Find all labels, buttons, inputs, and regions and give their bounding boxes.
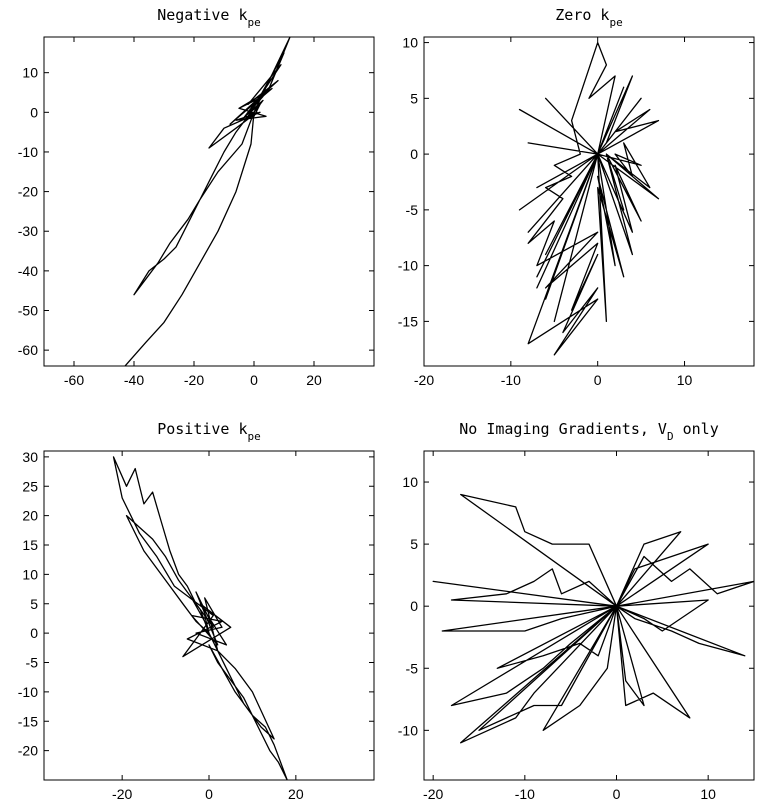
y-tick-label: -5	[406, 202, 419, 218]
trajectory-line	[112, 456, 288, 780]
y-tick-label: -20	[18, 743, 38, 759]
axes-frame	[423, 450, 755, 781]
y-tick-label: -60	[18, 342, 38, 358]
x-tick-label: 0	[613, 786, 621, 802]
x-tick-label: -20	[414, 372, 434, 388]
y-tick-label: -20	[18, 184, 38, 200]
x-tick-label: -20	[184, 372, 204, 388]
chart-title-subscript: pe	[248, 16, 261, 29]
axes-frame	[423, 36, 755, 367]
trajectory-line	[518, 41, 660, 356]
y-tick-label: -15	[18, 713, 38, 729]
x-tick-label: -20	[112, 786, 132, 802]
x-tick-label: -20	[423, 786, 443, 802]
y-tick-label: 10	[22, 566, 38, 582]
x-tick-label: 20	[288, 786, 304, 802]
x-tick-label: 0	[594, 372, 602, 388]
chart-title-main: Positive k	[157, 420, 247, 438]
y-tick-label: -5	[406, 660, 419, 676]
y-tick-label: 0	[410, 146, 418, 162]
chart-title: No Imaging Gradients, VD only	[459, 420, 719, 443]
x-tick-label: 0	[250, 372, 258, 388]
y-tick-label: -10	[18, 144, 38, 160]
x-tick-label: 0	[205, 786, 213, 802]
chart-panel-4: No Imaging Gradients, VD only -20 -10 0 10 10…	[398, 420, 755, 802]
y-tick-label: 25	[22, 478, 38, 494]
y-tick-label: 10	[402, 35, 418, 51]
chart-title-main: Negative k	[157, 6, 247, 24]
chart-panel-2: Zero kpe -20 -10 0 10 10 5 0 -5 -10 -15	[398, 6, 755, 388]
chart-title-subscript: D	[667, 430, 674, 443]
x-tick-label: -60	[64, 372, 84, 388]
x-tick-label: -10	[501, 372, 521, 388]
y-tick-label: 30	[22, 449, 38, 465]
y-tick-label: 5	[410, 90, 418, 106]
chart-panel-1: Negative kpe -60 -40 -20 0 20 10 0 -10 -20 -30 -40 -…	[18, 6, 375, 388]
y-tick-label: 0	[30, 104, 38, 120]
x-tick-label: -40	[124, 372, 144, 388]
y-tick-label: 0	[410, 598, 418, 614]
y-tick-label: 10	[22, 65, 38, 81]
chart-title: Zero kpe	[555, 6, 622, 29]
x-tick-label: -10	[515, 786, 535, 802]
axes-frame	[43, 36, 375, 367]
chart-title-subscript: pe	[609, 16, 622, 29]
y-tick-label: 15	[22, 537, 38, 553]
trajectory-line	[124, 37, 291, 366]
chart-title-main: No Imaging Gradients, V	[459, 420, 667, 438]
chart-title: Negative kpe	[157, 6, 261, 29]
y-tick-label: 5	[410, 536, 418, 552]
y-tick-label: -5	[26, 655, 39, 671]
x-tick-label: 10	[700, 786, 716, 802]
chart-title: Positive kpe	[157, 420, 261, 443]
y-tick-label: -30	[18, 223, 38, 239]
y-tick-label: -10	[398, 722, 418, 738]
chart-title-main: Zero k	[555, 6, 609, 24]
y-tick-label: 5	[30, 596, 38, 612]
y-tick-label: -40	[18, 263, 38, 279]
y-tick-label: -10	[18, 684, 38, 700]
y-tick-label: -10	[398, 258, 418, 274]
y-tick-label: 10	[402, 474, 418, 490]
y-tick-label: -15	[398, 313, 418, 329]
y-tick-label: -50	[18, 303, 38, 319]
y-tick-label: 20	[22, 508, 38, 524]
x-tick-label: 20	[306, 372, 322, 388]
chart-title-suffix: only	[674, 420, 719, 438]
chart-panel-3: Positive kpe -20 0 20 30 25 20 15 10 5 0 -5 -10 -15 -2…	[18, 420, 375, 802]
y-tick-label: 0	[30, 625, 38, 641]
chart-title-subscript: pe	[248, 430, 261, 443]
x-tick-label: 10	[677, 372, 693, 388]
trajectory-line	[432, 493, 754, 744]
